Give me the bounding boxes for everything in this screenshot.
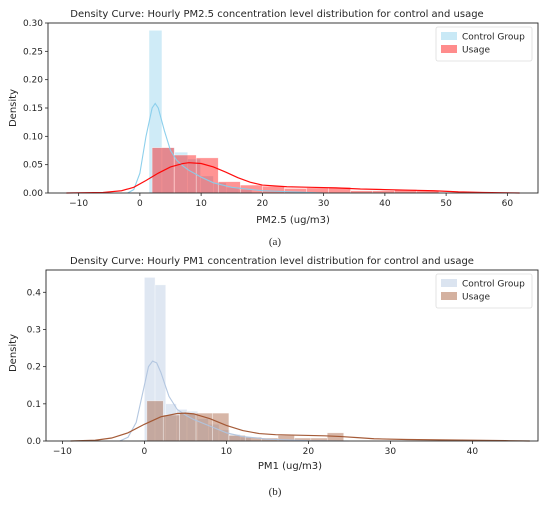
y-axis-label: Density (8, 334, 19, 372)
x-tick-label: 40 (467, 447, 479, 457)
legend-swatch (441, 32, 457, 40)
legend-label: Usage (462, 293, 491, 303)
histogram-bar-usage (217, 181, 241, 194)
panel-label-b: (b) (268, 486, 282, 498)
x-tick-label: −10 (53, 447, 72, 457)
x-axis-label: PM1 (ug/m3) (258, 461, 322, 472)
legend-label: Control Group (462, 280, 525, 290)
histogram-bar-usage (179, 412, 197, 442)
histogram-bar-usage (212, 412, 230, 442)
histogram-bar-usage (162, 414, 180, 442)
kde-line-usage (70, 412, 530, 442)
x-tick-label: 0 (137, 199, 143, 209)
y-tick-label: 0.2 (27, 363, 41, 373)
kde-line-control (119, 360, 350, 442)
chart-title: Density Curve: Hourly PM2.5 concentratio… (70, 9, 483, 20)
legend-label: Usage (462, 46, 491, 56)
plot-frame (45, 269, 539, 442)
chart-title: Density Curve: Hourly PM1 concentration … (70, 256, 474, 267)
x-tick-label: 30 (318, 199, 330, 209)
y-tick-label: 0.15 (23, 104, 43, 114)
y-axis-label: Density (8, 89, 19, 127)
legend-box (435, 26, 533, 62)
y-tick-label: 0.0 (27, 437, 42, 447)
y-tick-label: 0.25 (23, 47, 43, 57)
legend-swatch (441, 292, 457, 300)
x-tick-label: −10 (69, 199, 88, 209)
kde-line-usage (66, 162, 520, 194)
legend-label: Control Group (462, 33, 525, 43)
x-axis-label: PM2.5 (ug/m3) (256, 215, 330, 226)
x-tick-label: 40 (379, 199, 391, 209)
y-tick-label: 0.00 (23, 189, 43, 199)
y-tick-label: 0.20 (23, 76, 43, 86)
histogram-bar-usage (262, 185, 285, 194)
legend-swatch (441, 45, 457, 53)
y-tick-label: 0.05 (23, 161, 43, 171)
legend-box (435, 273, 533, 309)
x-tick-label: 0 (142, 447, 148, 457)
y-tick-label: 0.1 (27, 400, 41, 410)
x-tick-label: 20 (303, 447, 315, 457)
y-tick-label: 0.3 (27, 325, 41, 335)
y-tick-label: 0.4 (27, 288, 42, 298)
x-tick-label: 50 (440, 199, 452, 209)
legend-swatch (441, 279, 457, 287)
histogram-bar-usage (146, 400, 164, 442)
x-tick-label: 10 (195, 199, 207, 209)
panel-label-a: (a) (268, 236, 282, 248)
kde-line-control (127, 102, 324, 194)
x-tick-label: 60 (502, 199, 514, 209)
x-tick-label: 30 (385, 447, 397, 457)
y-tick-label: 0.10 (23, 132, 43, 142)
x-tick-label: 20 (257, 199, 269, 209)
chart-pm25: Density Curve: Hourly PM2.5 concentratio… (8, 9, 539, 226)
x-tick-label: 10 (221, 447, 233, 457)
chart-pm1: Density Curve: Hourly PM1 concentration … (8, 256, 539, 472)
y-tick-label: 0.30 (23, 19, 43, 29)
